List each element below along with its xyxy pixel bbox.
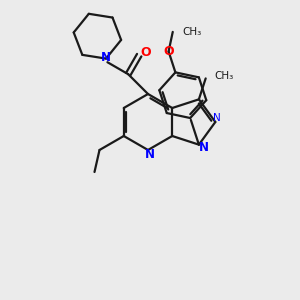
Text: CH₃: CH₃ — [183, 27, 202, 37]
Text: O: O — [163, 45, 174, 58]
Text: CH₃: CH₃ — [215, 71, 234, 81]
Text: N: N — [145, 148, 155, 161]
Text: O: O — [140, 46, 151, 59]
Text: N: N — [199, 141, 209, 154]
Text: N: N — [214, 113, 221, 123]
Text: N: N — [100, 51, 110, 64]
